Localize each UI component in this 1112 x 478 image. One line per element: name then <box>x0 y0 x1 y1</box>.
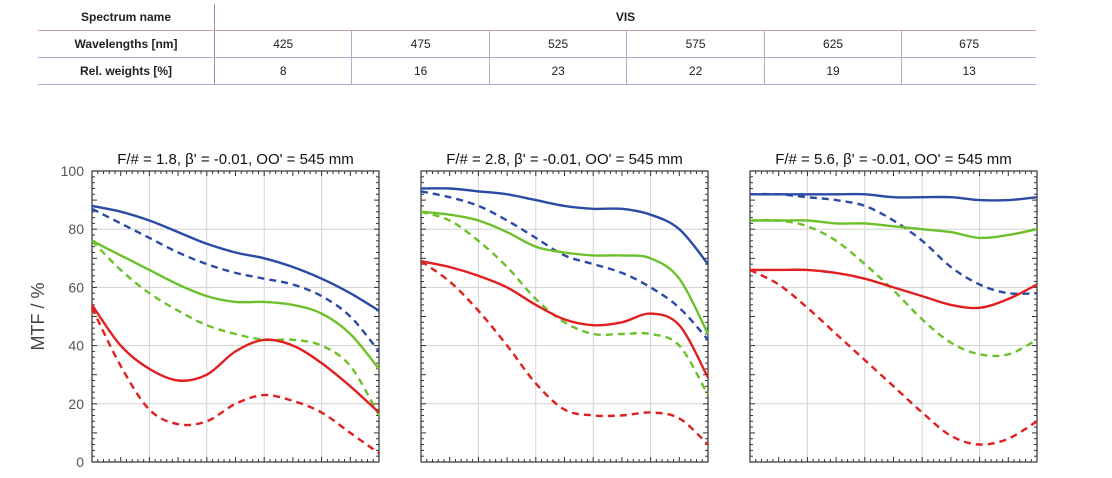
mtf-curve-solid <box>420 187 709 265</box>
mtf-curve-dashed <box>91 207 380 353</box>
weights-label: Rel. weights [%] <box>38 57 215 85</box>
wavelengths-label: Wavelengths [nm] <box>38 30 215 58</box>
plot-frame <box>749 170 1038 463</box>
mtf-curve-solid <box>750 192 1038 202</box>
spectrum-table: Spectrum name VIS Wavelengths [nm] 425 4… <box>38 4 1036 85</box>
mtf-curve-dashed <box>420 190 709 341</box>
weight-cell: 19 <box>764 57 903 85</box>
mtf-curve-dashed <box>90 307 380 455</box>
weight-cell: 16 <box>351 57 490 85</box>
y-axis-label: MTF / % <box>28 283 48 351</box>
mtf-curve-solid <box>91 239 380 370</box>
mtf-curve-dashed <box>749 268 1038 446</box>
wavelengths-row: Wavelengths [nm] 425 475 525 575 625 675 <box>38 30 1036 58</box>
y-tick-label: 40 <box>68 338 84 354</box>
weights-row: Rel. weights [%] 8 16 23 22 19 13 <box>38 57 1036 85</box>
chart-title: F/# = 2.8, β' = -0.01, OO' = 545 mm <box>446 151 683 168</box>
y-tick-label: 80 <box>68 221 84 237</box>
y-tick-label: 0 <box>76 454 84 470</box>
wavelength-cell: 525 <box>489 30 628 58</box>
weight-cell: 23 <box>489 57 628 85</box>
mtf-curve-dashed <box>749 192 1038 296</box>
chart-title: F/# = 1.8, β' = -0.01, OO' = 545 mm <box>117 151 354 168</box>
spectrum-label: Spectrum name <box>38 4 215 31</box>
wavelength-cell: 625 <box>764 30 903 58</box>
mtf-curve-solid <box>91 204 380 312</box>
chart-title: F/# = 5.6, β' = -0.01, OO' = 545 mm <box>775 151 1012 168</box>
plot-frame <box>420 170 709 463</box>
y-tick-label: 60 <box>68 279 84 295</box>
plot-frame <box>91 170 380 463</box>
wavelength-cell: 425 <box>214 30 353 58</box>
y-tick-label: 100 <box>61 163 85 179</box>
wavelength-cell: 575 <box>626 30 765 58</box>
wavelength-cell: 475 <box>351 30 490 58</box>
wavelength-cell: 675 <box>901 30 1036 58</box>
spectrum-value: VIS <box>214 4 1036 31</box>
mtf-curve-solid <box>750 268 1038 310</box>
mtf-curve-dashed <box>420 210 710 396</box>
mtf-curve-solid <box>420 260 710 379</box>
mtf-curve-dashed <box>420 260 709 446</box>
mtf-curve-solid <box>420 210 710 335</box>
weight-cell: 13 <box>901 57 1036 85</box>
y-tick-label: 20 <box>68 396 84 412</box>
mtf-curve-solid <box>750 219 1038 240</box>
weight-cell: 22 <box>626 57 765 85</box>
mtf-curve-solid <box>91 304 380 414</box>
mtf-curve-dashed <box>91 239 381 417</box>
weight-cell: 8 <box>214 57 353 85</box>
mtf-curve-dashed <box>749 218 1038 358</box>
spectrum-row: Spectrum name VIS <box>38 4 1036 31</box>
